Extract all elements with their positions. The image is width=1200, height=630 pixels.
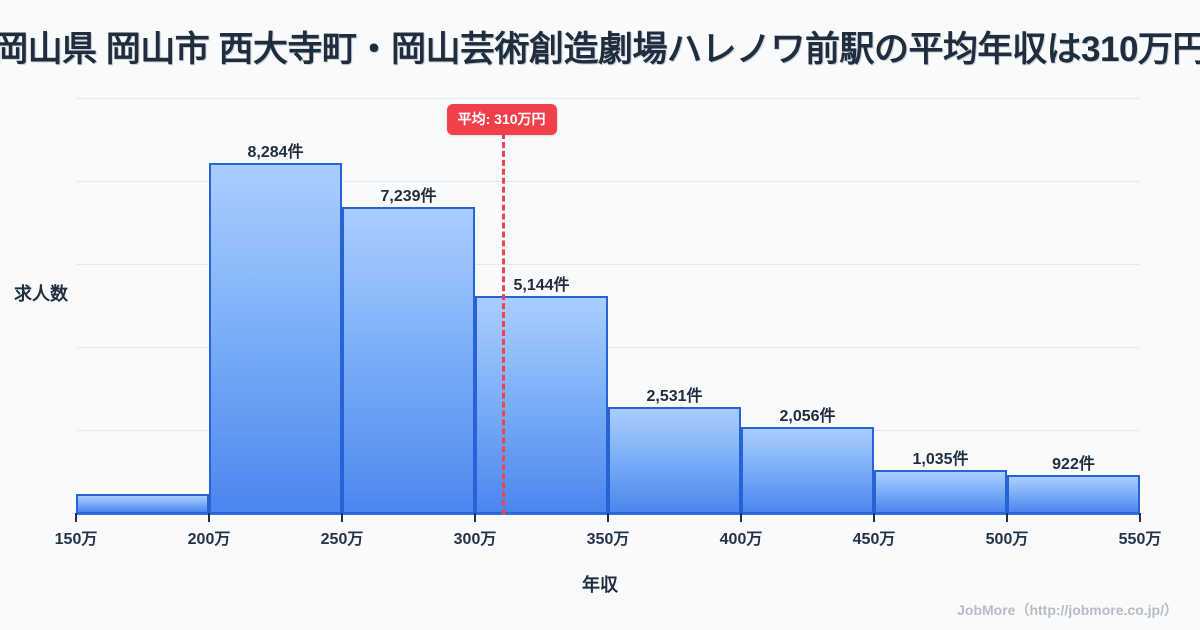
bar[interactable] [608,406,741,514]
x-tick-label: 500万 [985,531,1029,548]
x-tick-mark [75,513,77,522]
footer-credit: JobMore（http://jobmore.co.jp/） [957,602,1178,618]
x-tick-label: 450万 [852,531,896,548]
x-tick-label: 400万 [719,531,763,548]
bar[interactable] [874,470,1007,514]
bar-value-label: 8,284件 [247,144,304,162]
bar-value-label: 5,144件 [513,277,570,295]
bar-value-label: 1,035件 [912,451,969,469]
bar-value-label: 922件 [1052,455,1095,473]
x-tick-label: 550万 [1118,531,1162,548]
x-axis-title: 年収 [582,575,618,595]
x-tick-mark [1139,513,1141,522]
bar-value-label: 2,531件 [646,387,703,405]
gridline [76,264,1140,265]
x-tick-mark [474,513,476,522]
x-tick-mark [341,513,343,522]
average-line [501,133,505,515]
x-tick-mark [1006,513,1008,522]
x-tick-label: 250万 [320,531,364,548]
gridline [76,98,1140,99]
page-title-text: 岡山県 岡山市 西大寺町・岡山芸術創造劇場ハレノワ前駅の平均年収は310万円 [0,29,1200,69]
average-badge: 平均: 310万円 [446,104,557,135]
bar[interactable] [209,163,342,514]
x-tick-label: 150万 [54,531,98,548]
bar[interactable] [1007,474,1140,514]
x-tick-label: 300万 [453,531,497,548]
gridline [76,347,1140,348]
x-tick-mark [607,513,609,522]
bar[interactable] [475,296,608,514]
bar-value-label: 7,239件 [380,188,437,206]
gridline [76,181,1140,182]
y-axis-title: 求人数 [14,284,68,304]
x-tick-mark [873,513,875,522]
x-tick-label: 350万 [586,531,630,548]
page-title: 岡山県 岡山市 西大寺町・岡山芸術創造劇場ハレノワ前駅の平均年収は310万円 [0,0,1200,92]
bar[interactable] [741,426,874,514]
x-tick-mark [740,513,742,522]
x-tick-label: 200万 [187,531,231,548]
bar[interactable] [342,207,475,514]
chart-plot-area: 8,284件 7,239件 5,144件 2,531件 2,056件 1,035件 922件 [76,98,1140,514]
bar[interactable] [76,494,209,514]
x-tick-mark [208,513,210,522]
bar-value-label: 2,056件 [779,407,836,425]
